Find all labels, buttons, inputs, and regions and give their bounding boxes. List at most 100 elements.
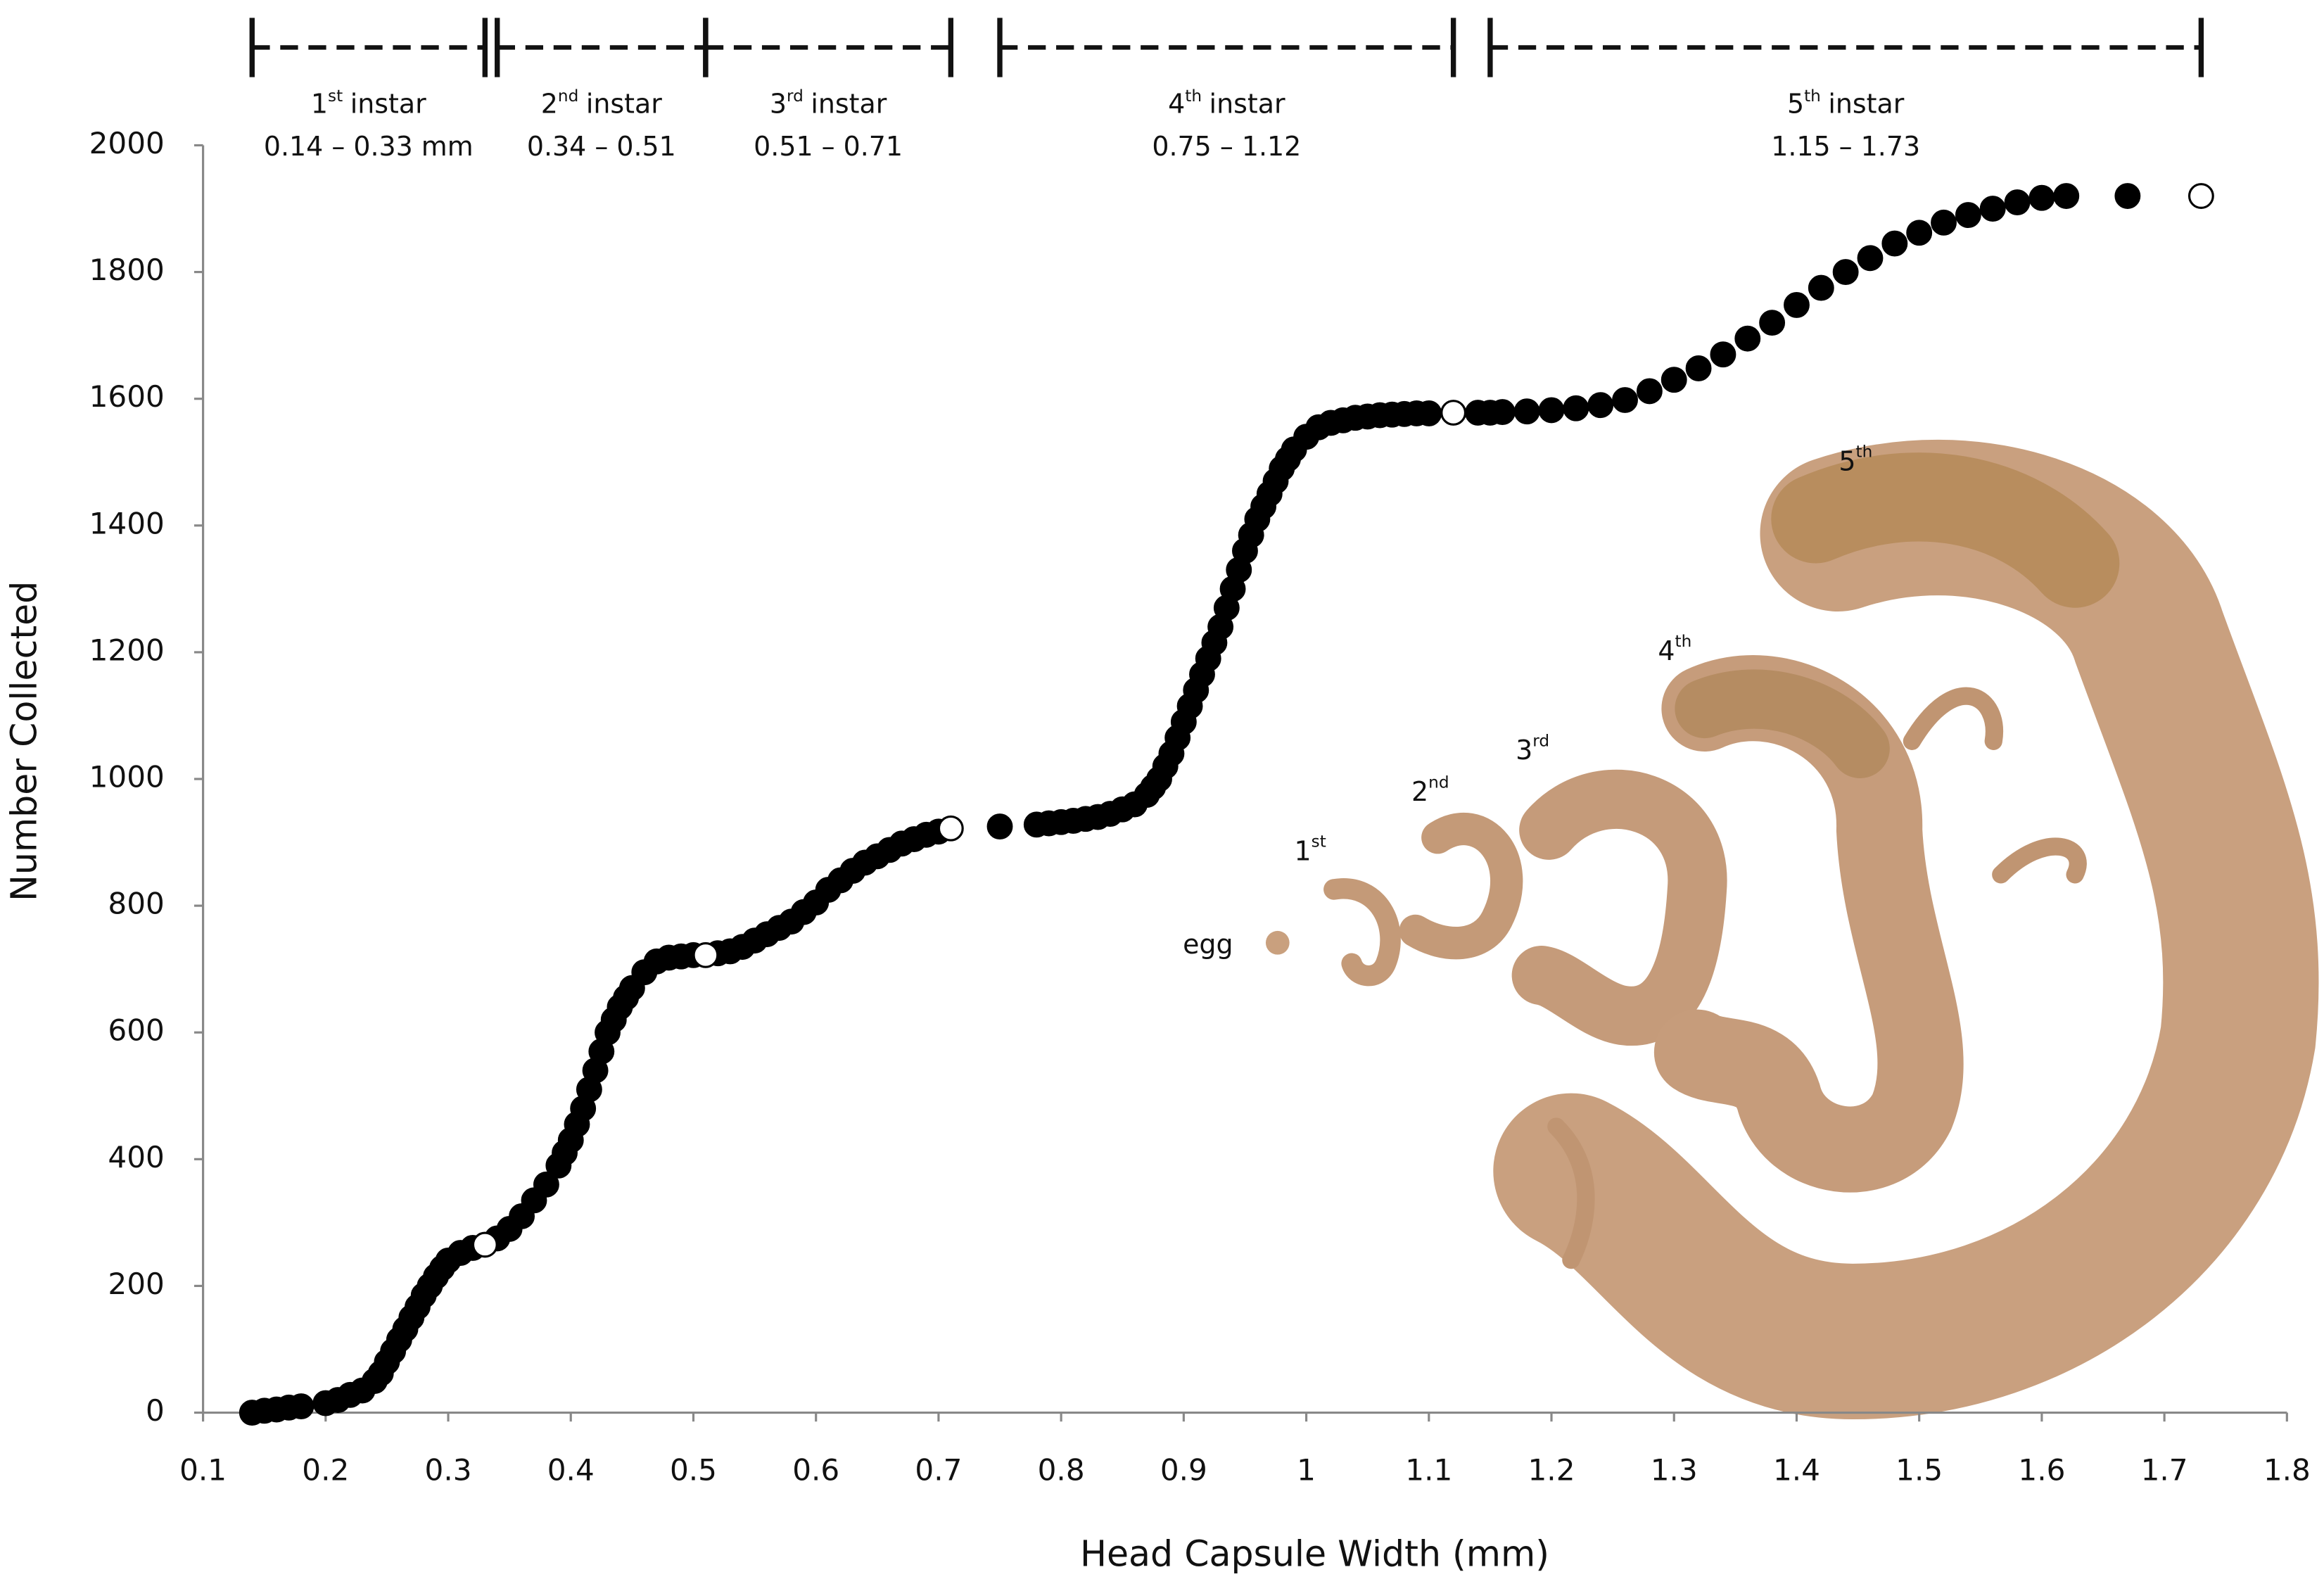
- instar-label: 2nd instar: [541, 86, 662, 119]
- data-point: [986, 813, 1013, 839]
- data-point: [1636, 378, 1663, 405]
- instar-range: 0.14 – 0.33 mm: [264, 131, 474, 162]
- data-point: [692, 942, 719, 968]
- data-point: [2028, 184, 2055, 211]
- stage-text: egg: [1183, 928, 1233, 959]
- instar-word: instar: [586, 88, 662, 119]
- data-point: [1979, 196, 2006, 222]
- data-point: [533, 1171, 559, 1198]
- x-tick-label: 1.5: [1896, 1452, 1943, 1487]
- y-tick-label: 600: [108, 1013, 164, 1048]
- data-point: [1808, 274, 1834, 301]
- data-point: [1489, 399, 1516, 426]
- y-axis-title: Number Collected: [3, 581, 44, 901]
- data-point: [1513, 398, 1540, 425]
- larva-4-head: [1675, 669, 1890, 778]
- y-tick-label: 2000: [89, 126, 165, 160]
- x-tick-label: 0.3: [425, 1452, 472, 1487]
- y-tick-label: 0: [146, 1393, 165, 1428]
- data-point: [1563, 395, 1589, 421]
- x-tick-label: 0.1: [179, 1452, 227, 1487]
- data-point: [1906, 220, 1933, 246]
- x-tick-label: 1.3: [1651, 1452, 1698, 1487]
- y-tick-label: 200: [108, 1267, 164, 1301]
- x-tick-label: 1.2: [1528, 1452, 1575, 1487]
- data-point: [471, 1231, 498, 1258]
- y-tick-label: 1400: [89, 506, 165, 540]
- x-tick-label: 1: [1297, 1452, 1316, 1487]
- stage-suffix: th: [1675, 632, 1692, 651]
- stage-suffix: rd: [1532, 731, 1549, 750]
- data-point: [1955, 202, 1981, 228]
- larva-5-head: [1771, 452, 2120, 608]
- data-point: [2188, 183, 2214, 209]
- egg-image: [1265, 930, 1290, 955]
- instar-word: instar: [350, 88, 426, 119]
- instar-word: instar: [811, 88, 887, 119]
- data-point: [1587, 392, 1614, 419]
- stage-text: 1: [1295, 835, 1312, 866]
- x-tick-label: 0.2: [302, 1452, 349, 1487]
- x-tick-label: 0.9: [1160, 1452, 1207, 1487]
- x-tick-label: 1.6: [2018, 1452, 2065, 1487]
- stage-label: egg: [1183, 928, 1233, 959]
- x-tick-label: 0.6: [792, 1452, 839, 1487]
- data-point: [1759, 310, 1786, 336]
- data-point: [1710, 341, 1736, 368]
- stage-text: 3: [1516, 735, 1532, 766]
- instar-number: 3: [770, 88, 787, 119]
- data-point: [1857, 245, 1884, 272]
- instar-suffix: st: [328, 86, 343, 105]
- data-point: [1612, 387, 1638, 413]
- stage-label: 1st: [1295, 832, 1326, 866]
- instar-range: 1.15 – 1.73: [1771, 131, 1920, 162]
- stage-text: 4: [1658, 635, 1675, 666]
- data-point: [1440, 400, 1467, 426]
- instar-range: 0.51 – 0.71: [754, 131, 903, 162]
- stage-label: 5th: [1839, 442, 1872, 476]
- y-tick-label: 1800: [89, 253, 165, 287]
- x-tick-label: 0.5: [670, 1452, 717, 1487]
- x-tick-label: 1.7: [2141, 1452, 2188, 1487]
- stage-label: 4th: [1658, 632, 1691, 666]
- data-point: [2114, 183, 2141, 209]
- data-point: [288, 1393, 315, 1419]
- y-tick-label: 400: [108, 1140, 164, 1174]
- data-point: [1661, 367, 1687, 393]
- instar-label: 1st instar: [311, 86, 426, 119]
- larva-3: [1511, 769, 1727, 1046]
- data-point: [1416, 400, 1442, 426]
- x-tick-label: 1.4: [1773, 1452, 1820, 1487]
- instar-label: 4th instar: [1168, 86, 1285, 119]
- data-point: [1881, 230, 1908, 257]
- instar-label: 5th instar: [1787, 86, 1905, 119]
- x-tick-label: 0.8: [1038, 1452, 1085, 1487]
- data-point: [1832, 259, 1859, 286]
- y-tick-label: 1600: [89, 379, 165, 414]
- instar-number: 5: [1787, 88, 1804, 119]
- data-point: [1784, 291, 1810, 318]
- stage-text: 2: [1411, 776, 1428, 807]
- data-point: [937, 815, 964, 842]
- larva-legs: [1547, 687, 2087, 1269]
- stage-suffix: st: [1312, 832, 1326, 851]
- larva-2: [1399, 812, 1523, 960]
- x-tick-label: 0.7: [915, 1452, 962, 1487]
- x-tick-label: 1.8: [2263, 1452, 2311, 1487]
- x-axis-title: Head Capsule Width (mm): [1080, 1533, 1549, 1574]
- data-point: [1538, 397, 1565, 424]
- data-point: [2053, 183, 2080, 209]
- x-tick-label: 0.4: [547, 1452, 595, 1487]
- x-tick-label: 1.1: [1405, 1452, 1452, 1487]
- instar-suffix: th: [1185, 86, 1202, 105]
- stage-suffix: nd: [1428, 773, 1449, 792]
- stage-label: 3rd: [1516, 731, 1549, 766]
- stage-label: 2nd: [1411, 773, 1449, 807]
- instar-suffix: nd: [558, 86, 578, 105]
- instar-word: instar: [1828, 88, 1904, 119]
- instar-range: 0.34 – 0.51: [527, 131, 676, 162]
- stage-text: 5: [1839, 445, 1855, 476]
- instar-number: 2: [541, 88, 558, 119]
